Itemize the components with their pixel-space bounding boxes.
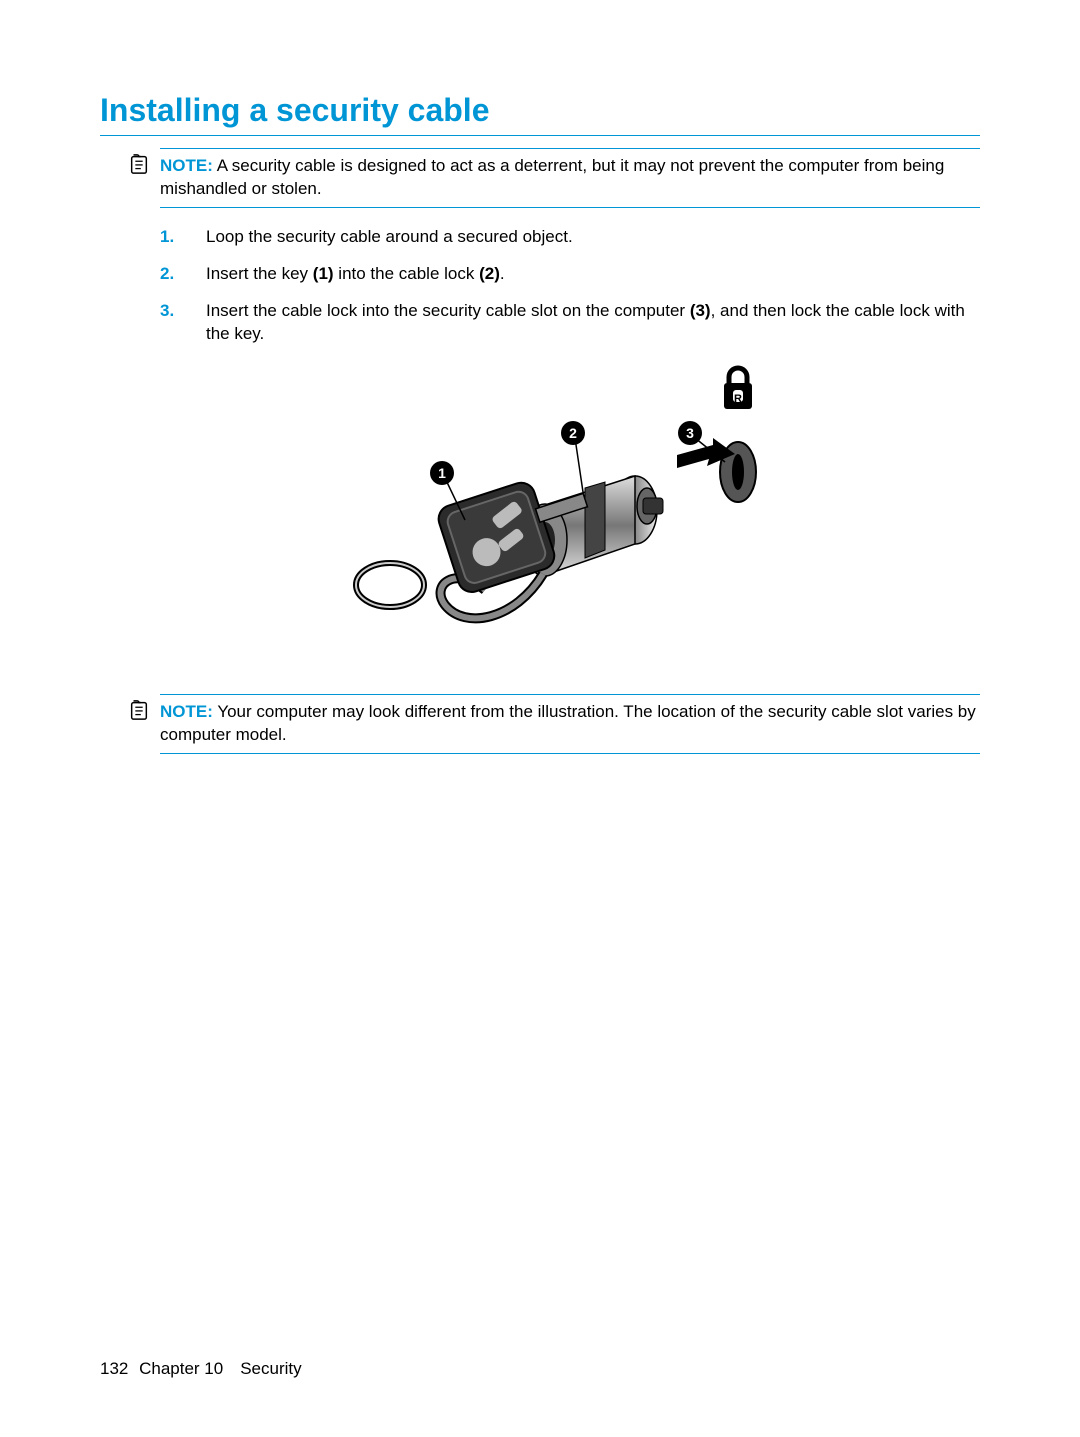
step-number: 1. [160, 226, 206, 249]
step-number: 2. [160, 263, 206, 286]
svg-text:R: R [734, 393, 742, 405]
steps-list: 1. Loop the security cable around a secu… [160, 226, 980, 346]
step-item: 1. Loop the security cable around a secu… [160, 226, 980, 249]
note-text-1: A security cable is designed to act as a… [160, 156, 944, 198]
svg-text:2: 2 [569, 425, 577, 441]
note-icon [128, 153, 150, 175]
step-text: Insert the key (1) into the cable lock (… [206, 263, 505, 286]
security-cable-illustration: R 3 [335, 360, 805, 670]
step-item: 3. Insert the cable lock into the securi… [160, 300, 980, 346]
svg-text:1: 1 [438, 465, 446, 481]
footer-chapter: Chapter 10 Security [139, 1359, 302, 1378]
footer-page-number: 132 [100, 1359, 128, 1378]
note-block-2: NOTE: Your computer may look different f… [160, 694, 980, 754]
svg-text:3: 3 [686, 425, 694, 441]
note-label-2: NOTE: [160, 702, 213, 721]
step-number: 3. [160, 300, 206, 346]
note-label-1: NOTE: [160, 156, 213, 175]
page-heading: Installing a security cable [100, 92, 980, 136]
note-icon [128, 699, 150, 721]
note-block-1: NOTE: A security cable is designed to ac… [160, 148, 980, 208]
page-footer: 132 Chapter 10 Security [100, 1359, 302, 1379]
step-text: Insert the cable lock into the security … [206, 300, 980, 346]
step-text: Loop the security cable around a secured… [206, 226, 573, 249]
figure-container: R 3 [160, 360, 980, 670]
step-item: 2. Insert the key (1) into the cable loc… [160, 263, 980, 286]
note-text-2: Your computer may look different from th… [160, 702, 976, 744]
